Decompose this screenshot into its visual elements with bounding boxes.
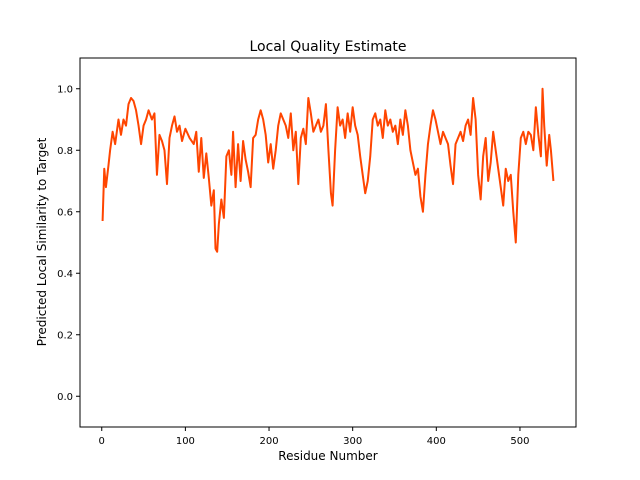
x-axis-label: Residue Number (278, 449, 377, 463)
y-tick-label: 1.0 (57, 84, 73, 95)
chart-title: Local Quality Estimate (249, 39, 406, 55)
plot-frame (79, 57, 577, 428)
x-tick-label: 300 (343, 436, 362, 447)
x-tick-label: 200 (259, 436, 278, 447)
y-axis-label: Predicted Local Similarity to Target (35, 137, 49, 346)
x-tick-label: 500 (510, 436, 529, 447)
y-tick-label: 0.2 (57, 330, 73, 341)
y-tick-label: 0.4 (57, 269, 73, 280)
x-tick-label: 400 (427, 436, 446, 447)
y-tick-label: 0.0 (57, 392, 73, 403)
data-line (101, 87, 555, 253)
y-tick-label: 0.8 (57, 146, 73, 157)
x-tick-label: 100 (176, 436, 195, 447)
x-tick-label: 0 (99, 436, 105, 447)
y-tick-label: 0.6 (57, 207, 73, 218)
